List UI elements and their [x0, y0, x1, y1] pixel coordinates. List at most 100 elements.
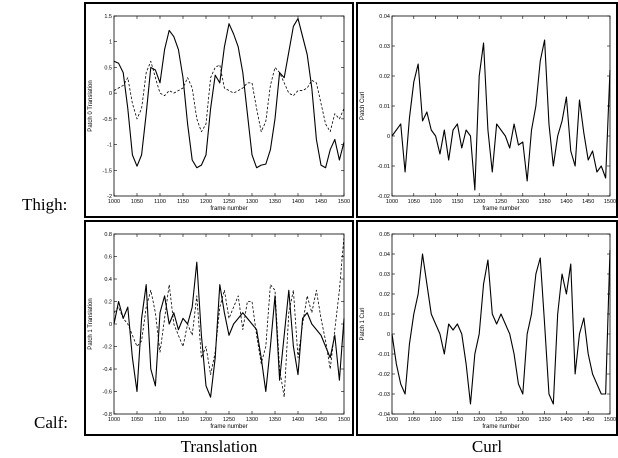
y-tick-label: 0.01: [379, 312, 390, 318]
x-tick-label: 1200: [200, 199, 212, 205]
x-tick-label: 1450: [315, 417, 327, 423]
column-label-translation: Translation: [180, 437, 258, 456]
y-tick-label: -0.5: [103, 117, 112, 123]
x-tick-label: 1300: [517, 417, 529, 423]
x-tick-label: 1150: [451, 199, 463, 205]
x-tick-label: 1350: [538, 199, 550, 205]
x-tick-label: 1400: [560, 417, 572, 423]
frame-calf-translation: [84, 220, 354, 436]
chart-thigh-translation: 1000 1050 1100 1150 1200 1250 1300 1350 1400 1450…: [88, 14, 350, 212]
x-tick-label: 1050: [408, 417, 420, 423]
y-tick-label: 0.04: [379, 14, 390, 20]
x-tick-label: 1250: [223, 417, 235, 423]
x-tick-label: 1350: [538, 417, 550, 423]
y-tick-label: -0.4: [103, 367, 112, 373]
y-tick-label: -0.8: [103, 412, 112, 418]
y-tick-label: 0: [387, 332, 390, 338]
x-tick-label: 1250: [495, 199, 507, 205]
y-tick-label: -0.2: [103, 345, 112, 351]
x-tick-label: 1300: [246, 417, 258, 423]
x-tick-label: 1100: [154, 417, 166, 423]
x-tick-label: 1100: [430, 417, 442, 423]
y-tick-label: 1: [109, 40, 112, 46]
x-tick-label: 1000: [386, 199, 398, 205]
row-label-calf: Calf:: [34, 413, 68, 432]
x-tick-label: 1200: [473, 199, 485, 205]
y-tick-label: -0.02: [377, 194, 390, 200]
x-tick-label: 1000: [386, 417, 398, 423]
x-tick-label: 1000: [108, 199, 120, 205]
x-tick-label: 1500: [604, 199, 616, 205]
frame-thigh-translation: [84, 2, 354, 218]
plot-area: [391, 15, 611, 197]
y-tick-label: -1.5: [103, 168, 112, 174]
y-tick-label: -0.01: [377, 164, 390, 170]
series-line-dashed: [113, 60, 345, 133]
x-tick-label: 1100: [154, 199, 166, 205]
x-tick-label: 1350: [269, 417, 281, 423]
column-label-curl: Curl: [471, 437, 503, 456]
x-tick-label: 1400: [292, 417, 304, 423]
y-tick-label: 0: [109, 91, 112, 97]
y-tick-label: -0.01: [377, 352, 390, 358]
y-tick-label: -0.04: [377, 412, 390, 418]
y-tick-label: 0.02: [379, 292, 390, 298]
y-tick-label: 1.5: [104, 14, 112, 20]
chart-thigh-curl: 1000 1050 1100 1150 1200 1250 1300 1350 1400 1450…: [360, 14, 616, 212]
y-axis-label: Patch 0 Translation: [88, 80, 94, 131]
y-tick-label: -1: [107, 143, 112, 149]
chart-calf-curl: 1000 1050 1100 1150 1200 1250 1300 1350 1400 1450…: [360, 232, 616, 430]
y-tick-label: 0.2: [104, 300, 112, 306]
x-tick-label: 1500: [338, 417, 350, 423]
x-tick-label: 1500: [604, 417, 616, 423]
x-tick-label: 1350: [269, 199, 281, 205]
x-tick-label: 1300: [246, 199, 258, 205]
x-tick-label: 1200: [473, 417, 485, 423]
y-tick-label: 0.8: [104, 232, 112, 238]
x-tick-label: 1050: [131, 199, 143, 205]
x-tick-label: 1300: [517, 199, 529, 205]
x-tick-label: 1000: [108, 417, 120, 423]
plot-area: [113, 15, 345, 197]
x-tick-label: 1500: [338, 199, 350, 205]
x-tick-label: 1200: [200, 417, 212, 423]
y-axis-label: Patch 1 Curl: [360, 307, 366, 340]
series-line-solid: [391, 249, 611, 405]
plot-area: [391, 233, 611, 415]
y-tick-label: 0: [387, 134, 390, 140]
x-tick-label: 1050: [131, 417, 143, 423]
x-tick-label: 1150: [177, 199, 189, 205]
x-axis-label: frame number: [482, 206, 519, 212]
y-tick-label: -0.03: [377, 392, 390, 398]
y-tick-label: 0.05: [379, 232, 390, 238]
frame-calf-curl: [356, 220, 618, 436]
x-tick-label: 1450: [315, 199, 327, 205]
series-line-solid: [391, 39, 611, 191]
y-tick-label: 0.5: [104, 65, 112, 71]
series-line-solid: [113, 18, 345, 169]
y-tick-label: 0.02: [379, 74, 390, 80]
y-tick-label: 0.4: [104, 277, 112, 283]
x-axis-label: frame number: [210, 206, 247, 212]
y-tick-label: -0.02: [377, 372, 390, 378]
x-tick-label: 1450: [582, 417, 594, 423]
x-tick-label: 1150: [177, 417, 189, 423]
x-tick-label: 1400: [560, 199, 572, 205]
x-tick-label: 1400: [292, 199, 304, 205]
x-tick-label: 1050: [408, 199, 420, 205]
x-axis-label: frame number: [210, 424, 247, 430]
x-tick-label: 1150: [451, 417, 463, 423]
x-tick-label: 1450: [582, 199, 594, 205]
series-line-dashed: [113, 236, 345, 398]
y-tick-label: 0: [109, 322, 112, 328]
y-axis-label: Patch 1 Translation: [88, 298, 94, 349]
row-label-thigh: Thigh:: [22, 195, 68, 214]
y-tick-label: 0.03: [379, 272, 390, 278]
y-tick-label: 0.03: [379, 44, 390, 50]
y-tick-label: 0.6: [104, 255, 112, 261]
y-tick-label: -2: [107, 194, 112, 200]
y-tick-label: 0.01: [379, 104, 390, 110]
x-tick-label: 1250: [495, 417, 507, 423]
x-axis-label: frame number: [482, 424, 519, 430]
y-tick-label: -0.6: [103, 390, 112, 396]
